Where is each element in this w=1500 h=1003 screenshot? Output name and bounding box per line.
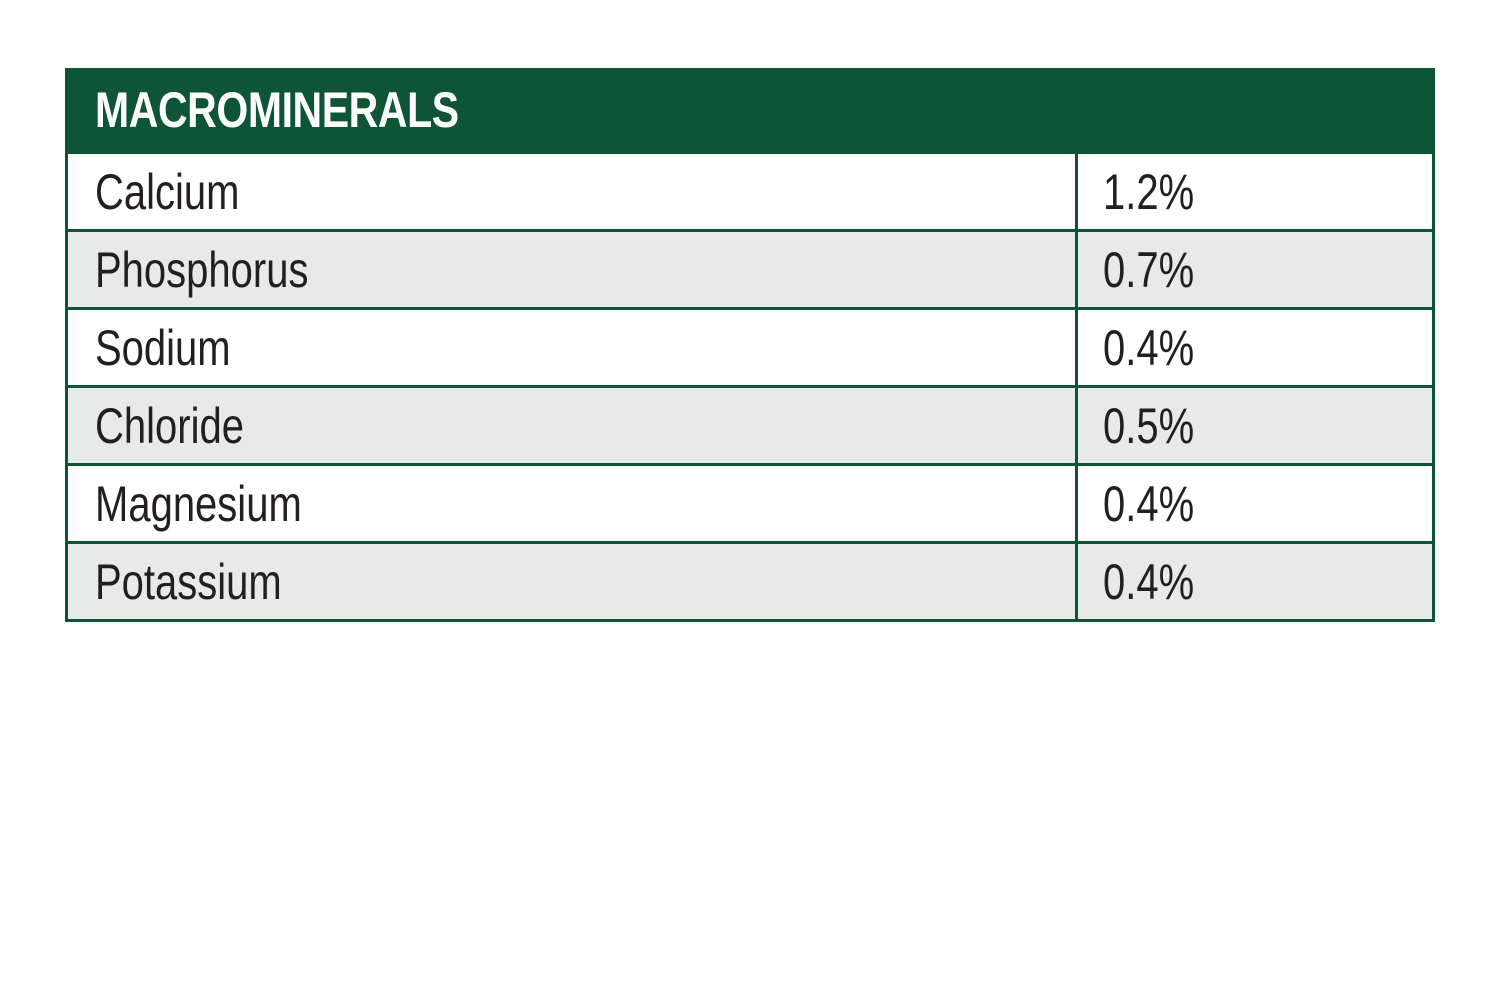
mineral-value-cell: 0.7% [1078,232,1432,307]
mineral-value: 1.2% [1103,163,1195,220]
mineral-value-cell: 1.2% [1078,154,1432,229]
mineral-name: Chloride [95,397,244,454]
mineral-name-cell: Sodium [68,310,1078,385]
mineral-name: Phosphorus [95,241,309,298]
macrominerals-table: MACROMINERALS Calcium 1.2% Phosphorus 0.… [65,68,1435,622]
table-row: Potassium 0.4% [68,541,1432,619]
mineral-value-cell: 0.4% [1078,544,1432,619]
mineral-name: Potassium [95,553,282,610]
mineral-value: 0.4% [1103,319,1195,376]
table-header: MACROMINERALS [68,71,1432,151]
mineral-value: 0.7% [1103,241,1195,298]
table-row: Calcium 1.2% [68,151,1432,229]
mineral-value: 0.5% [1103,397,1195,454]
table-row: Phosphorus 0.7% [68,229,1432,307]
table-title: MACROMINERALS [95,81,459,138]
mineral-name-cell: Chloride [68,388,1078,463]
table-row: Chloride 0.5% [68,385,1432,463]
mineral-name: Sodium [95,319,231,376]
table-row: Magnesium 0.4% [68,463,1432,541]
mineral-name-cell: Potassium [68,544,1078,619]
mineral-name-cell: Magnesium [68,466,1078,541]
mineral-name: Magnesium [95,475,302,532]
mineral-name-cell: Phosphorus [68,232,1078,307]
mineral-name: Calcium [95,163,240,220]
mineral-name-cell: Calcium [68,154,1078,229]
mineral-value: 0.4% [1103,553,1195,610]
mineral-value-cell: 0.5% [1078,388,1432,463]
table-row: Sodium 0.4% [68,307,1432,385]
mineral-value-cell: 0.4% [1078,466,1432,541]
mineral-value: 0.4% [1103,475,1195,532]
mineral-value-cell: 0.4% [1078,310,1432,385]
